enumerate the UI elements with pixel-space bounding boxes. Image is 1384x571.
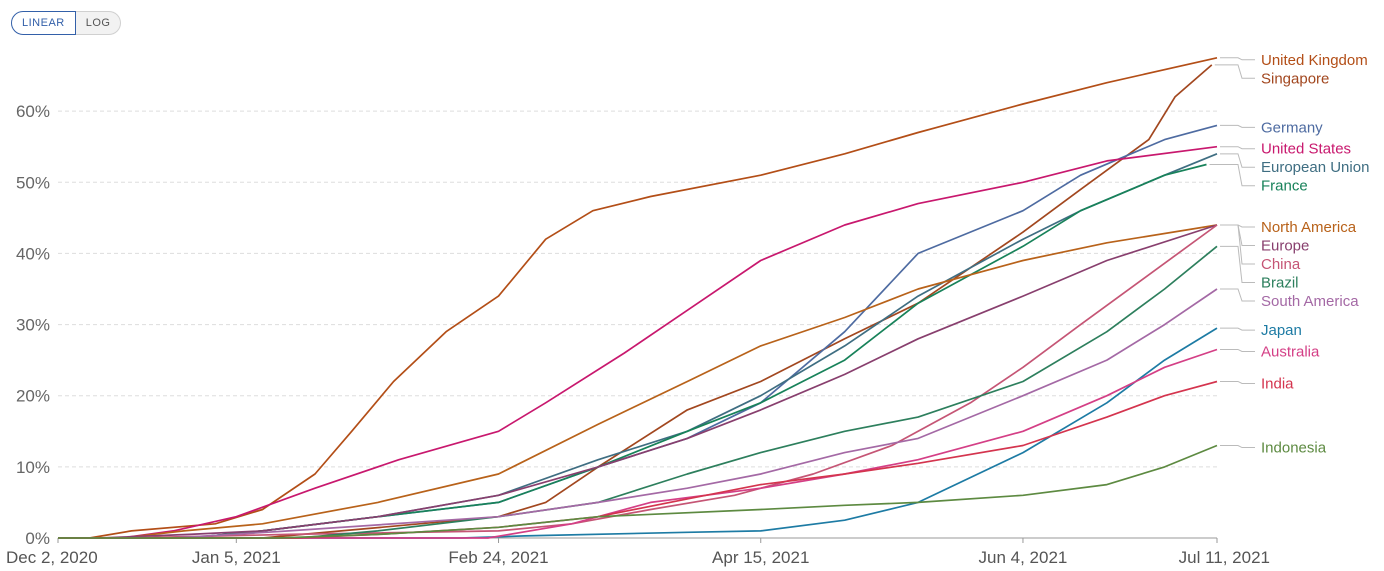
y-tick-label: 30% <box>16 316 50 335</box>
x-tick-label: Jan 5, 2021 <box>192 548 281 567</box>
series-line <box>58 153 1218 539</box>
legend-label: European Union <box>1261 159 1369 176</box>
legend-connector <box>1220 327 1255 331</box>
legend-label: France <box>1261 178 1308 195</box>
legend-connector <box>1220 224 1255 246</box>
legend-label: United Kingdom <box>1261 52 1368 69</box>
legend-connector <box>1220 153 1255 168</box>
legend-connector <box>1220 146 1255 150</box>
series-line <box>58 224 1218 539</box>
x-tick-label: Dec 2, 2020 <box>6 548 98 567</box>
legend-connector <box>1220 445 1255 449</box>
y-tick-label: 50% <box>16 173 50 192</box>
legend-connector <box>1220 245 1255 283</box>
scale-toggle: LINEAR LOG <box>11 11 122 35</box>
x-tick-label: Apr 15, 2021 <box>712 548 809 567</box>
log-scale-button[interactable]: LOG <box>75 11 122 35</box>
legend-connector <box>1220 124 1255 128</box>
series-line <box>58 224 1218 539</box>
legend-connector <box>1220 288 1255 302</box>
legend-connector <box>1220 224 1255 265</box>
legend-connector <box>1209 164 1255 187</box>
legend-label: Australia <box>1261 343 1320 360</box>
legend-label: Japan <box>1261 322 1302 339</box>
legend-label: Europe <box>1261 237 1309 254</box>
legend-label: Brazil <box>1261 274 1299 291</box>
legend-connector <box>1220 380 1255 384</box>
series-line <box>58 444 1218 539</box>
y-tick-label: 40% <box>16 244 50 263</box>
legend-label: India <box>1261 375 1294 392</box>
legend-connector <box>1220 348 1255 352</box>
series-line <box>58 224 1218 539</box>
y-tick-label: 0% <box>25 529 50 548</box>
legend-label: Indonesia <box>1261 440 1327 457</box>
legend-label: China <box>1261 256 1301 273</box>
legend-label: South America <box>1261 293 1359 310</box>
y-tick-label: 10% <box>16 458 50 477</box>
series-line <box>58 245 1218 539</box>
legend-label: North America <box>1261 219 1357 236</box>
series-line <box>58 145 1218 539</box>
legend-label: Germany <box>1261 119 1323 136</box>
series-line <box>58 163 1207 539</box>
x-tick-label: Jun 4, 2021 <box>979 548 1068 567</box>
x-tick-label: Feb 24, 2021 <box>448 548 548 567</box>
y-tick-label: 60% <box>16 102 50 121</box>
series-line <box>58 56 1218 539</box>
legend-connector <box>1214 64 1255 79</box>
linear-scale-button[interactable]: LINEAR <box>11 11 76 35</box>
x-tick-label: Jul 11, 2021 <box>1179 548 1270 567</box>
series-line <box>58 288 1218 539</box>
legend-label: United States <box>1261 141 1351 158</box>
series-line <box>58 348 1218 539</box>
legend-label: Singapore <box>1261 70 1329 87</box>
series-line <box>58 327 1218 539</box>
y-tick-label: 20% <box>16 387 50 406</box>
legend-connector <box>1220 57 1255 61</box>
series-line <box>58 124 1218 539</box>
